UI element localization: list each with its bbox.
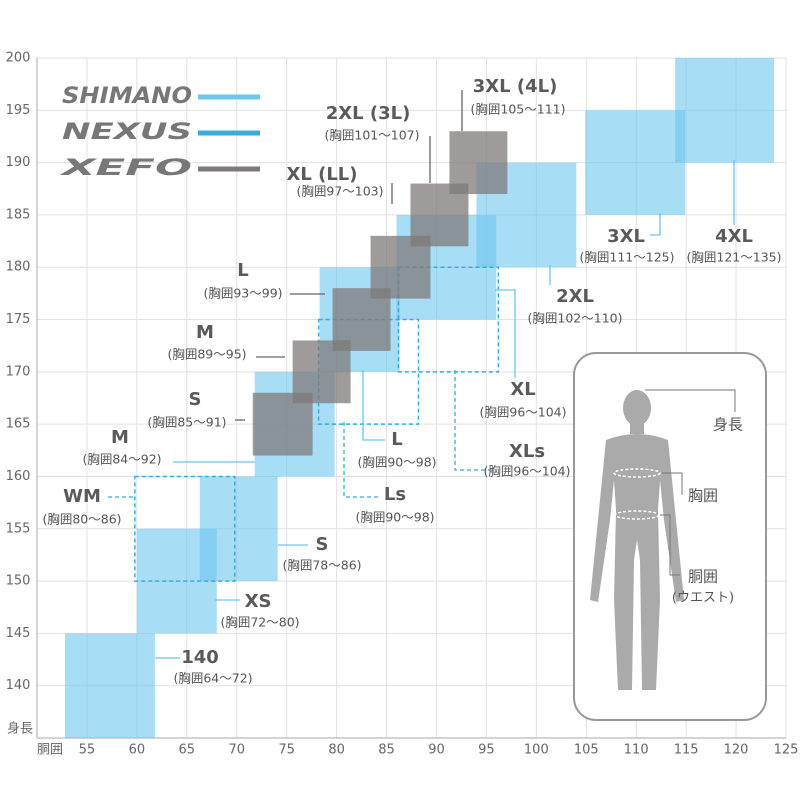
y-tick-label: 155: [6, 521, 31, 536]
x-tick-label: 65: [179, 743, 196, 758]
size-name: L: [391, 429, 402, 450]
size-range: (胸囲101～107): [325, 128, 420, 143]
size-box: [397, 266, 500, 373]
x-tick-label: 90: [428, 743, 445, 758]
size-name: 3XL (4L): [473, 76, 558, 97]
size-name: M: [111, 427, 129, 448]
size-box: [585, 110, 686, 215]
label-pointer: [650, 213, 661, 236]
size-range: (胸囲111～125): [580, 250, 675, 265]
y-tick-label: 175: [6, 312, 31, 327]
x-tick-label: 55: [79, 743, 96, 758]
size-box: [134, 475, 236, 582]
y-tick-label: 200: [6, 51, 31, 66]
y-tick-label: 165: [6, 417, 31, 432]
size-name: M: [196, 322, 214, 343]
y-tick-label: 150: [6, 574, 31, 589]
size-range: (胸囲96～104): [479, 405, 566, 420]
size-labels: 140 (胸囲64～72) XS (胸囲72～80) S (胸囲78～86) M (胸囲84～…: [42, 76, 781, 686]
y-tick-label: 140: [6, 678, 31, 693]
size-range: (胸囲102～110): [528, 311, 623, 326]
x-tick-label: 115: [674, 743, 699, 758]
size-name: 3XL: [607, 226, 645, 247]
size-box: [449, 131, 508, 194]
size-name: L: [237, 260, 248, 281]
figure-label: 胴囲: [688, 568, 718, 586]
x-tick-label: 105: [574, 743, 599, 758]
y-tick-label: 190: [6, 155, 31, 170]
label-pointer: [362, 370, 385, 441]
x-tick-label: 100: [524, 743, 549, 758]
body-figure: [590, 390, 684, 690]
size-box: [675, 58, 775, 163]
x-tick-label: 110: [624, 743, 649, 758]
size-range: (胸囲93～99): [203, 286, 282, 301]
size-name: 140: [181, 647, 219, 668]
size-name: Ls: [384, 484, 406, 505]
size-range: (胸囲97～103): [296, 184, 383, 199]
legend-label: NEXUS: [62, 120, 192, 145]
size-range: (胸囲89～95): [167, 347, 246, 362]
waist-line: [614, 510, 660, 520]
y-tick-label: 180: [6, 260, 31, 275]
x-tick-label: 120: [724, 743, 749, 758]
label-pointer: [454, 370, 495, 471]
figure-label: 身長: [713, 416, 743, 434]
figure-label: 胸囲: [688, 487, 718, 505]
figure-pointers: [645, 389, 736, 576]
chest-line: [613, 468, 661, 478]
y-tick-label: 170: [6, 364, 31, 379]
size-name: 2XL (3L): [326, 103, 411, 124]
size-range: (胸囲85～91): [147, 415, 226, 430]
figure-label: (ウエスト): [672, 591, 734, 606]
size-range: (胸囲78～86): [282, 558, 361, 573]
size-range: (胸囲105～111): [471, 102, 566, 117]
x-tick-label: 95: [478, 743, 495, 758]
size-box: [64, 633, 155, 738]
y-tick-label: 160: [6, 469, 31, 484]
label-pointer: [343, 422, 380, 498]
x-tick-label: 85: [378, 743, 395, 758]
x-tick-label: 60: [129, 743, 146, 758]
size-name: XS: [245, 591, 272, 612]
y-tick-label: 185: [6, 207, 31, 222]
label-pointer: [495, 289, 516, 378]
size-range: (胸囲72～80): [220, 615, 299, 630]
size-name: 2XL: [556, 286, 594, 307]
x-tick-label: 80: [328, 743, 345, 758]
size-name: 4XL: [715, 226, 753, 247]
size-name: WM: [63, 486, 101, 507]
x-axis-label: 胴囲: [37, 743, 63, 758]
legend-label: SHIMANO: [62, 84, 192, 109]
size-range: (胸囲64～72): [173, 671, 252, 686]
x-tick-label: 70: [228, 743, 245, 758]
legend-label: XEFO: [58, 156, 192, 181]
size-range: (胸囲90～98): [355, 510, 434, 525]
size-range: (胸囲96～104): [483, 464, 570, 479]
size-box: [292, 340, 351, 404]
size-range: (胸囲80～86): [42, 512, 121, 527]
legend: SHIMANO NEXUS XEFO: [58, 84, 260, 181]
x-tick-label: 125: [774, 743, 799, 758]
size-range: (胸囲121～135): [687, 250, 782, 265]
size-box: [199, 476, 278, 582]
size-name: XLs: [509, 441, 545, 462]
size-boxes: [64, 58, 775, 738]
y-tick-label: 145: [6, 626, 31, 641]
size-name: S: [316, 534, 329, 555]
size-range: (胸囲90～98): [357, 455, 436, 470]
size-name: XL: [510, 379, 535, 400]
size-name: S: [189, 389, 202, 410]
size-name: XL (LL): [286, 164, 357, 185]
y-axis-label: 身長: [7, 721, 33, 737]
x-tick-label: 75: [278, 743, 295, 758]
y-tick-label: 195: [6, 103, 31, 118]
size-range: (胸囲84～92): [82, 452, 161, 467]
